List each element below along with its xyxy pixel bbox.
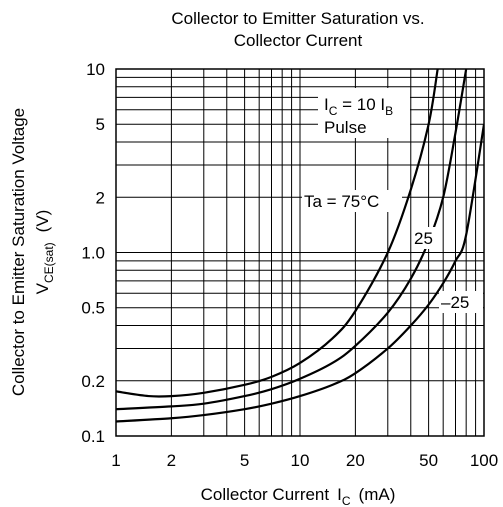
series-label-minus25-background xyxy=(439,291,483,313)
y-axis-label-line1: Collector to Emitter Saturation Voltage xyxy=(9,108,28,396)
y-tick-label: 2 xyxy=(96,188,105,207)
chart-title-line1: Collector to Emitter Saturation vs. xyxy=(171,9,424,28)
series-ta-75-line xyxy=(116,69,439,398)
y-tick-label: 0.1 xyxy=(81,427,105,446)
condition-label: IC = 10 IB xyxy=(324,95,393,118)
x-tick-label: 50 xyxy=(419,451,438,470)
y-axis-label-line2: VCE(sat)(V) xyxy=(33,210,56,295)
series-label-75-background xyxy=(302,190,402,212)
x-tick-label: 10 xyxy=(291,451,310,470)
x-tick-label: 100 xyxy=(470,451,498,470)
condition-background xyxy=(318,88,410,138)
x-axis-label: Collector Current IC (mA) xyxy=(201,485,396,507)
chart-title-line2: Collector Current xyxy=(234,31,363,50)
series-label-25-background xyxy=(413,227,439,249)
x-tick-label: 20 xyxy=(346,451,365,470)
condition-pulse-label: Pulse xyxy=(324,118,367,137)
series-ta-25-line xyxy=(116,69,468,411)
y-tick-label: 0.5 xyxy=(81,299,105,318)
grid xyxy=(116,69,484,436)
series-group xyxy=(116,69,484,423)
y-tick-label: 0.2 xyxy=(81,372,105,391)
x-tick-label: 1 xyxy=(111,451,120,470)
x-tick-label: 5 xyxy=(240,451,249,470)
series-label-75: Ta = 75°C xyxy=(304,192,379,211)
series-label-minus25: –25 xyxy=(441,293,469,312)
y-tick-label: 1.0 xyxy=(81,244,105,263)
plot-frame xyxy=(115,68,485,437)
y-tick-label: 5 xyxy=(96,115,105,134)
series-ta-minus25-line xyxy=(116,124,484,423)
y-tick-label: 10 xyxy=(86,60,105,79)
x-tick-label: 2 xyxy=(167,451,176,470)
y-tick-labels: 0.1 0.2 0.5 1.0 2 5 10 xyxy=(81,60,105,446)
series-label-25: 25 xyxy=(414,229,433,248)
x-tick-labels: 1 2 5 10 20 50 100 xyxy=(111,451,498,470)
